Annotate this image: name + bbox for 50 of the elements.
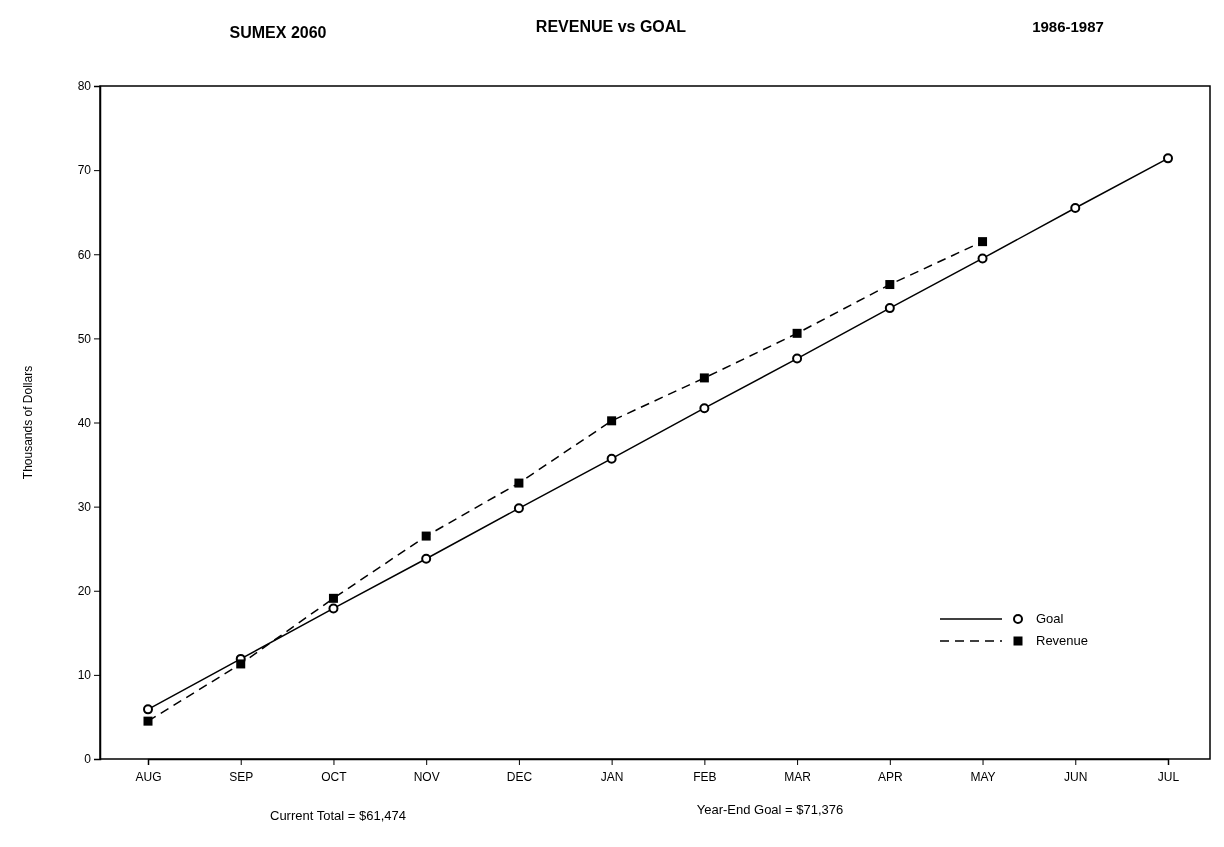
point — [977, 253, 988, 264]
x-tick-label: MAY — [970, 770, 996, 785]
point — [885, 280, 895, 290]
y-axis-title: Thousands of Dollars — [21, 365, 35, 480]
x-tick-label: NOV — [413, 770, 440, 785]
legend-label: Revenue — [1036, 633, 1089, 648]
point — [421, 553, 432, 564]
point — [421, 531, 431, 541]
y-tick-label: 0 — [84, 752, 92, 767]
legend-label: Goal — [1036, 611, 1064, 626]
text: Year-End Goal = $71,376 — [696, 802, 844, 817]
text: 1986-1987 — [1032, 18, 1104, 35]
y-tick-label: 40 — [77, 415, 92, 430]
point — [513, 503, 524, 514]
x-tick-label: JUL — [1157, 770, 1180, 785]
chart-title: REVENUE vs GOAL — [535, 18, 687, 35]
x-tick-label: SEP — [229, 770, 254, 785]
point — [884, 303, 895, 314]
y-tick-label: 60 — [77, 247, 92, 262]
point — [328, 593, 338, 603]
y-tick-label: 50 — [77, 331, 92, 346]
y-tick-label: 80 — [77, 79, 92, 94]
point — [699, 373, 709, 383]
point — [328, 603, 339, 614]
text: Current Total = $61,474 — [270, 808, 406, 823]
point — [143, 704, 153, 715]
x-tick-label: MAR — [784, 770, 812, 785]
point — [978, 237, 988, 247]
point — [792, 328, 802, 338]
point — [792, 353, 803, 364]
y-tick-label: 70 — [77, 163, 92, 178]
point — [699, 403, 710, 414]
x-tick-label: APR — [877, 770, 903, 785]
y-tick-label: 20 — [77, 584, 92, 599]
x-tick-label: DEC — [506, 770, 533, 785]
chart-subtitle: SUMEX 2060 — [229, 24, 327, 41]
point — [1070, 202, 1081, 213]
point — [236, 659, 246, 669]
point — [607, 416, 617, 426]
x-tick-label: FEB — [693, 770, 717, 785]
x-tick-label: AUG — [135, 770, 162, 785]
y-tick-label: 30 — [77, 499, 92, 514]
x-tick-label: OCT — [321, 770, 348, 785]
x-tick-label: JAN — [600, 770, 624, 785]
y-tick-label: 10 — [77, 668, 92, 683]
point — [606, 453, 617, 464]
point — [514, 478, 524, 488]
point — [1163, 153, 1173, 164]
point — [143, 716, 153, 726]
x-tick-label: JUN — [1064, 770, 1088, 785]
